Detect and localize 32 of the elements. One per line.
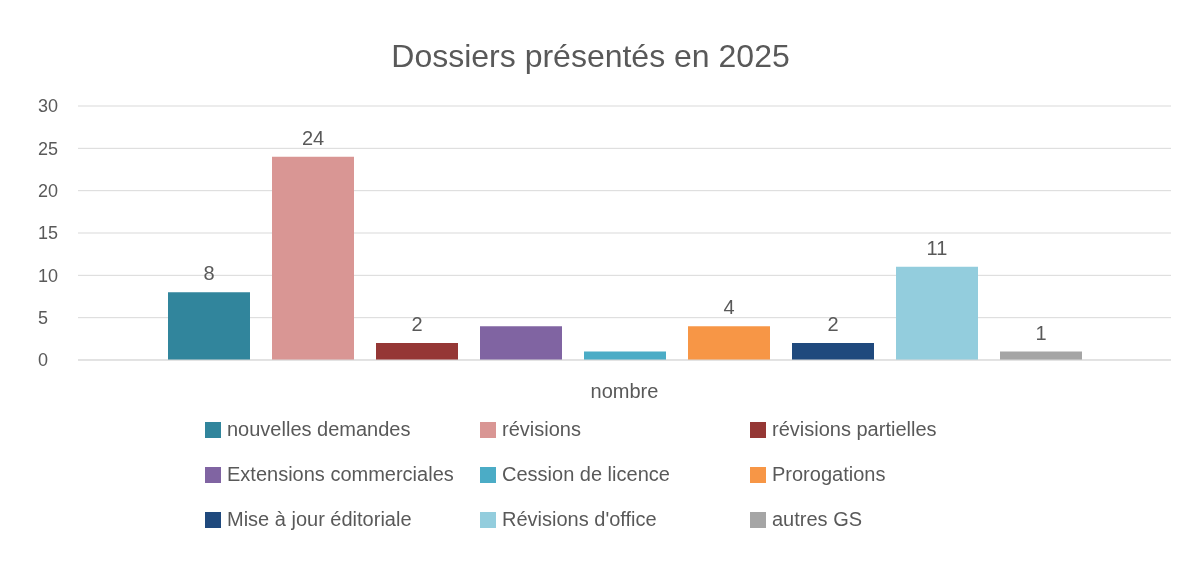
x-tick-label: nombre — [590, 380, 659, 403]
y-tick-label: 5 — [38, 308, 49, 329]
legend-label: révisions — [502, 418, 581, 441]
data-label: 8 — [203, 262, 215, 285]
y-tick-label: 15 — [38, 223, 59, 244]
bar — [896, 266, 978, 360]
legend-label: Révisions d'office — [502, 508, 657, 531]
bar — [688, 326, 770, 360]
legend-label: autres GS — [772, 508, 863, 531]
bar — [272, 156, 354, 360]
y-tick-label: 30 — [38, 96, 59, 117]
bar — [792, 343, 874, 360]
legend-label: révisions partielles — [772, 418, 937, 441]
y-tick-label: 20 — [38, 181, 59, 202]
legend-label: nouvelles demandes — [227, 418, 411, 441]
data-label: 2 — [411, 313, 423, 336]
data-label: 2 — [827, 313, 839, 336]
data-label: 1 — [1035, 321, 1047, 344]
legend-label: Cession de licence — [502, 463, 670, 486]
legend-label: Mise à jour éditoriale — [227, 508, 412, 531]
legend-label: Prorogations — [772, 463, 886, 486]
data-label: 24 — [301, 126, 325, 149]
data-label: 11 — [926, 236, 948, 259]
bar — [480, 326, 562, 360]
bar — [168, 292, 250, 360]
chart-title: Dossiers présentés en 2025 — [390, 37, 791, 76]
y-tick-label: 25 — [38, 138, 59, 159]
bar — [376, 343, 458, 360]
y-tick-label: 0 — [38, 350, 49, 371]
y-tick-label: 10 — [38, 265, 59, 286]
data-label: 4 — [723, 296, 735, 319]
legend-label: Extensions commerciales — [227, 463, 454, 486]
